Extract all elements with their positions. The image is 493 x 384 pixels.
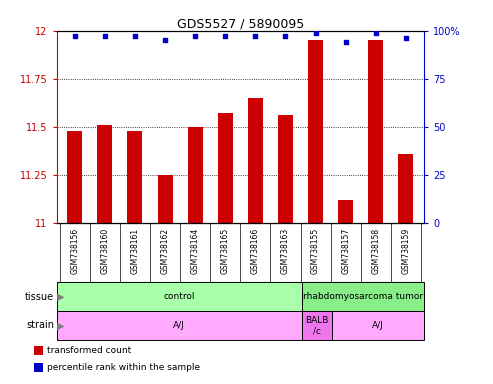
Text: GSM738166: GSM738166 bbox=[251, 227, 260, 274]
Bar bbox=[302, 282, 424, 311]
Bar bbox=[278, 115, 293, 223]
Text: GSM738160: GSM738160 bbox=[101, 227, 109, 274]
Point bbox=[131, 33, 139, 40]
Bar bbox=[338, 200, 353, 223]
Point bbox=[251, 33, 259, 40]
Text: tissue: tissue bbox=[25, 291, 54, 302]
Text: GSM738159: GSM738159 bbox=[401, 227, 410, 274]
Point bbox=[312, 30, 319, 36]
Bar bbox=[158, 175, 173, 223]
Bar bbox=[308, 40, 323, 223]
Point bbox=[191, 33, 199, 40]
Title: GDS5527 / 5890095: GDS5527 / 5890095 bbox=[176, 18, 304, 31]
Point bbox=[161, 37, 169, 43]
Text: transformed count: transformed count bbox=[47, 346, 131, 355]
Point bbox=[71, 33, 79, 40]
Point bbox=[342, 39, 350, 45]
Bar bbox=[57, 311, 302, 340]
Text: GSM738164: GSM738164 bbox=[191, 227, 200, 274]
Point bbox=[402, 35, 410, 41]
Text: GSM738156: GSM738156 bbox=[70, 227, 79, 274]
Text: control: control bbox=[163, 292, 195, 301]
Bar bbox=[248, 98, 263, 223]
Text: GSM738163: GSM738163 bbox=[281, 227, 290, 274]
Text: GSM738165: GSM738165 bbox=[221, 227, 230, 274]
Bar bbox=[57, 282, 302, 311]
Point bbox=[101, 33, 109, 40]
Bar bbox=[368, 40, 384, 223]
Text: GSM738162: GSM738162 bbox=[161, 227, 170, 274]
Bar bbox=[97, 125, 112, 223]
Bar bbox=[34, 346, 43, 355]
Text: GSM738155: GSM738155 bbox=[311, 227, 320, 274]
Text: BALB
/c: BALB /c bbox=[305, 316, 328, 335]
Text: ▶: ▶ bbox=[54, 320, 65, 331]
Bar bbox=[67, 131, 82, 223]
Bar bbox=[332, 311, 424, 340]
Bar bbox=[302, 311, 332, 340]
Point bbox=[282, 33, 289, 40]
Bar bbox=[128, 131, 142, 223]
Bar bbox=[218, 113, 233, 223]
Text: A/J: A/J bbox=[372, 321, 384, 330]
Text: A/J: A/J bbox=[173, 321, 185, 330]
Bar bbox=[188, 127, 203, 223]
Text: GSM738161: GSM738161 bbox=[131, 227, 140, 274]
Text: GSM738158: GSM738158 bbox=[371, 227, 380, 274]
Text: ▶: ▶ bbox=[54, 291, 65, 302]
Text: percentile rank within the sample: percentile rank within the sample bbox=[47, 363, 200, 372]
Point bbox=[372, 30, 380, 36]
Point bbox=[221, 33, 229, 40]
Bar bbox=[34, 363, 43, 372]
Text: strain: strain bbox=[26, 320, 54, 331]
Text: rhabdomyosarcoma tumor: rhabdomyosarcoma tumor bbox=[303, 292, 423, 301]
Bar bbox=[398, 154, 414, 223]
Text: GSM738157: GSM738157 bbox=[341, 227, 350, 274]
